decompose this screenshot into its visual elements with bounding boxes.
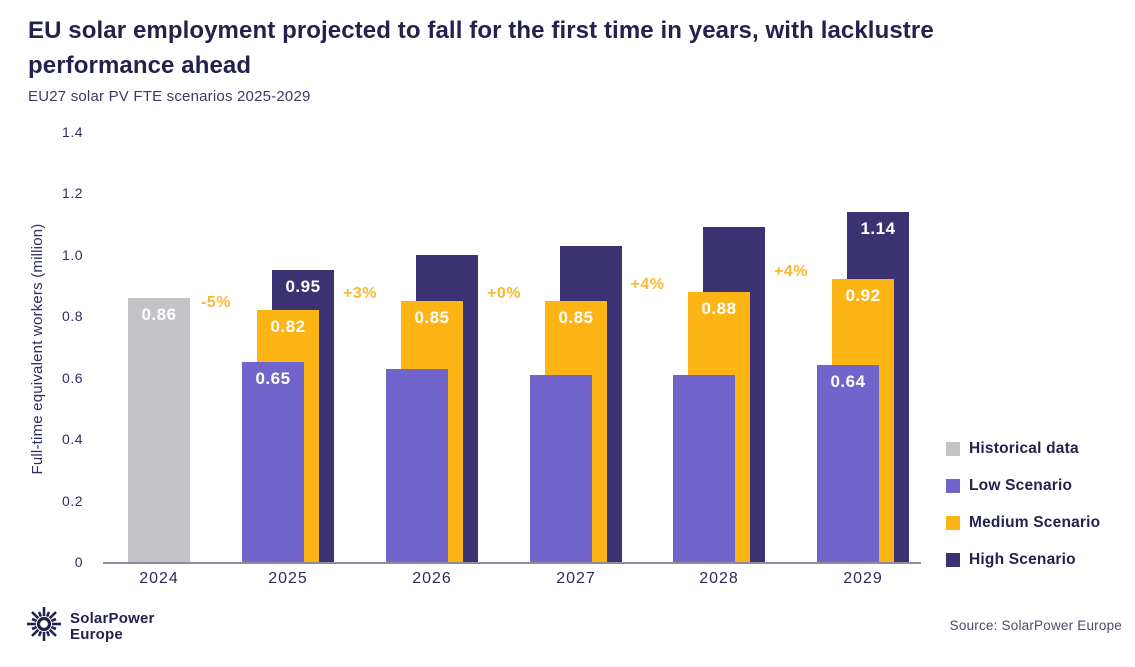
- logo-wordmark-line2: Europe: [70, 625, 123, 643]
- x-axis-label-2026: 2026: [412, 570, 452, 587]
- legend-item-historical-data: Historical data: [946, 440, 1079, 457]
- bar-value-label: 1.14: [860, 218, 896, 238]
- y-axis-tick-0.4: 0.4: [62, 431, 83, 448]
- x-axis-label-2028: 2028: [699, 570, 739, 587]
- historical-data-bar-2024: 0.86: [128, 297, 190, 562]
- chart-title-line2: performance ahead: [28, 52, 252, 79]
- legend-item-medium-scenario: Medium Scenario: [946, 514, 1101, 531]
- sun-logo-icon: [24, 604, 64, 649]
- low-scenario-bar-2029: 0.64: [817, 365, 879, 562]
- low-scenario-bar-2027: [530, 374, 592, 562]
- pct-change-label-2027: +0%: [487, 284, 521, 302]
- legend-swatch-historical-data: [946, 442, 960, 456]
- bar-value-label: 0.65: [255, 369, 291, 389]
- logo-wordmark: SolarPower Europe: [70, 609, 155, 643]
- solarpower-europe-logo: SolarPower Europe: [24, 604, 155, 649]
- bar-value-label: 0.95: [285, 277, 321, 297]
- chart-legend: Historical data Low Scenario Medium Scenar…: [946, 0, 1131, 600]
- x-axis-label-2027: 2027: [556, 570, 596, 587]
- low-scenario-bar-2025: 0.65: [242, 362, 304, 562]
- low-scenario-bar-2028: [673, 374, 735, 562]
- chart-subtitle: EU27 solar PV FTE scenarios 2025-2029: [28, 88, 311, 105]
- legend-label-medium-scenario: Medium Scenario: [969, 514, 1101, 531]
- bar-value-label: 0.82: [270, 317, 306, 337]
- legend-swatch-medium-scenario: [946, 516, 960, 530]
- chart-title: EU solar employment projected to fall fo…: [28, 13, 1098, 83]
- x-axis-line: [103, 562, 921, 564]
- y-axis-tick-1.2: 1.2: [62, 185, 83, 202]
- chart-title-line1: EU solar employment projected to fall fo…: [28, 17, 934, 44]
- y-axis-tick-1.4: 1.4: [62, 124, 83, 140]
- y-axis-tick-1.0: 1.0: [62, 246, 83, 263]
- legend-label-historical-data: Historical data: [969, 440, 1079, 457]
- y-axis-tick-0.2: 0.2: [62, 492, 83, 509]
- legend-swatch-low-scenario: [946, 479, 960, 493]
- pct-change-label-2029: +4%: [774, 263, 808, 281]
- y-axis-tick-0.6: 0.6: [62, 369, 83, 386]
- x-axis-label-2025: 2025: [268, 570, 308, 587]
- bar-value-label: 0.85: [558, 307, 594, 327]
- source-attribution: Source: SolarPower Europe: [949, 618, 1122, 633]
- legend-label-high-scenario: High Scenario: [969, 551, 1076, 568]
- bar-value-label: 0.92: [845, 286, 881, 306]
- bar-value-label: 0.64: [830, 372, 866, 392]
- bar-value-label: 0.86: [141, 304, 177, 324]
- logo-wordmark-line1: SolarPower: [70, 609, 155, 627]
- pct-change-label-2026: +3%: [343, 284, 377, 302]
- x-axis-label-2029: 2029: [843, 570, 883, 587]
- y-axis-tick-0.8: 0.8: [62, 308, 83, 325]
- x-axis-label-2024: 2024: [139, 570, 179, 587]
- bar-value-label: 0.88: [701, 298, 737, 318]
- bar-value-label: 0.85: [414, 307, 450, 327]
- legend-swatch-high-scenario: [946, 553, 960, 567]
- legend-label-low-scenario: Low Scenario: [969, 477, 1073, 494]
- pct-change-label-2025: -5%: [201, 294, 231, 312]
- pct-change-label-2028: +4%: [630, 275, 665, 293]
- low-scenario-bar-2026: [386, 368, 448, 562]
- y-axis-tick-0: 0: [74, 554, 83, 570]
- legend-item-high-scenario: High Scenario: [946, 551, 1076, 568]
- legend-item-low-scenario: Low Scenario: [946, 477, 1073, 494]
